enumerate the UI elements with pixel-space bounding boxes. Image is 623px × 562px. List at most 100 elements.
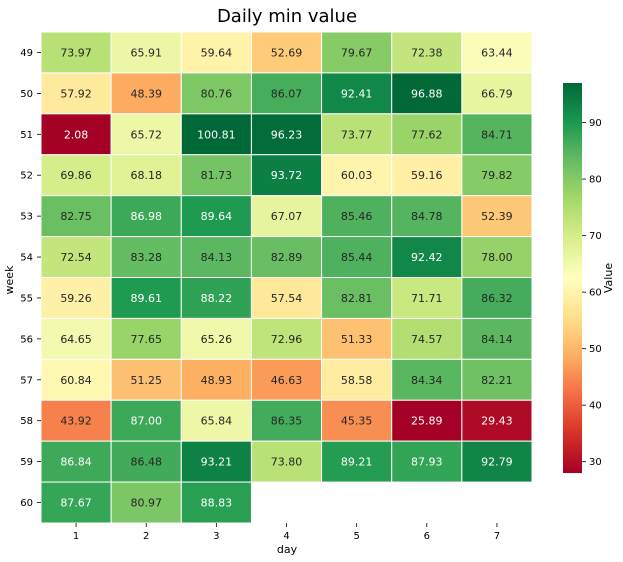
cell-value-label: 60.03 (341, 169, 373, 182)
cell-value-label: 86.35 (271, 415, 303, 428)
cell-value-label: 89.64 (201, 210, 233, 223)
cell-value-label: 45.35 (341, 415, 373, 428)
x-tick-label: 4 (283, 531, 289, 542)
colorbar-label: Value (602, 263, 615, 293)
cell-value-label: 96.23 (271, 128, 303, 141)
heatmap-cell (40, 31, 112, 74)
cell-value-label: 64.65 (60, 333, 92, 346)
heatmap-cell (40, 277, 112, 319)
cell-value-label: 89.61 (130, 292, 162, 305)
cell-value-label: 80.76 (201, 87, 233, 100)
y-tick-label: 54 (20, 253, 33, 264)
colorbar-tick-label: 70 (589, 231, 602, 242)
y-tick-label: 59 (20, 457, 33, 468)
cell-value-label: 59.26 (60, 292, 92, 305)
cell-value-label: 82.81 (341, 292, 373, 305)
cell-value-label: 72.96 (271, 333, 303, 346)
cell-value-label: 82.89 (271, 251, 303, 264)
y-tick-label: 50 (20, 89, 33, 100)
heatmap-cell (461, 72, 533, 115)
cell-value-label: 84.78 (411, 210, 443, 223)
cell-value-label: 72.38 (411, 46, 443, 59)
heatmap-cell (180, 72, 252, 115)
cell-value-label: 58.58 (341, 374, 373, 387)
heatmap-cell (180, 277, 252, 319)
x-tick-label: 3 (213, 531, 219, 542)
cell-value-label: 88.83 (201, 497, 233, 510)
cell-value-label: 65.72 (130, 128, 162, 141)
cell-value-label: 86.84 (60, 456, 92, 469)
cell-value-label: 81.73 (201, 169, 233, 182)
cell-value-label: 82.75 (60, 210, 92, 223)
heatmap-cell (110, 317, 182, 360)
cell-value-label: 84.14 (481, 333, 513, 346)
cell-value-label: 57.92 (60, 87, 92, 100)
chart-title: Daily min value (217, 6, 357, 27)
cell-value-label: 71.71 (411, 292, 443, 305)
colorbar-gradient (563, 83, 582, 473)
heatmap-cell (461, 317, 533, 360)
heatmap-cell (180, 113, 252, 156)
heatmap-cell (250, 440, 323, 483)
heatmap-cell (40, 195, 112, 238)
cell-value-label: 65.84 (201, 415, 233, 428)
cell-value-label: 85.44 (341, 251, 373, 264)
heatmap-cell (321, 317, 393, 360)
cell-value-label: 51.33 (341, 333, 373, 346)
heatmap-cell (391, 31, 463, 74)
y-tick-label: 52 (20, 171, 33, 182)
y-tick-label: 56 (20, 334, 33, 345)
heatmap-cells: 73.97 65.91 59.64 52.69 79.67 72.38 63.44 57.92… (40, 31, 533, 524)
cell-value-label: 2.08 (64, 128, 89, 141)
cell-value-label: 92.79 (481, 456, 513, 469)
heatmap-cell (250, 317, 323, 360)
heatmap-cell (250, 399, 323, 442)
heatmap-cell (391, 440, 463, 483)
cell-value-label: 77.65 (130, 333, 162, 346)
cell-value-label: 86.98 (130, 210, 162, 223)
cell-value-label: 46.63 (271, 374, 303, 387)
cell-value-label: 25.89 (411, 415, 443, 428)
cell-value-label: 80.97 (130, 497, 162, 510)
cell-value-label: 29.43 (481, 415, 513, 428)
x-axis-label: day (277, 543, 298, 556)
heatmap-cell (461, 440, 533, 483)
cell-value-label: 84.71 (481, 128, 513, 141)
x-tick-label: 1 (73, 531, 79, 542)
cell-value-label: 89.21 (341, 456, 373, 469)
heatmap-cell (180, 440, 252, 483)
cell-value-label: 57.54 (271, 292, 303, 305)
heatmap-cell (180, 481, 252, 524)
colorbar-tick-label: 50 (589, 344, 602, 355)
colorbar-tick-label: 80 (589, 175, 602, 186)
heatmap-cell (250, 154, 323, 197)
cell-value-label: 52.39 (481, 210, 513, 223)
cell-value-label: 93.72 (271, 169, 303, 182)
cell-value-label: 87.67 (60, 497, 92, 510)
heatmap-cell (110, 31, 182, 74)
cell-value-label: 59.16 (411, 169, 443, 182)
cell-value-label: 93.21 (201, 456, 233, 469)
cell-value-label: 84.34 (411, 374, 443, 387)
cell-value-label: 74.57 (411, 333, 443, 346)
heatmap-cell (180, 358, 252, 401)
x-tick-labels: 1 2 3 4 5 6 7 (73, 523, 500, 542)
heatmap-cell (110, 236, 182, 278)
colorbar-tick-label: 40 (589, 401, 602, 412)
heatmap-cell (321, 358, 393, 401)
cell-value-label: 100.81 (197, 128, 236, 141)
x-tick-label: 2 (143, 531, 149, 542)
cell-value-label: 86.48 (130, 456, 162, 469)
cell-value-label: 65.91 (130, 46, 162, 59)
heatmap-cell (110, 113, 182, 156)
heatmap-cell (321, 277, 393, 319)
cell-value-label: 86.32 (481, 292, 513, 305)
cell-value-label: 72.54 (60, 251, 92, 264)
heatmap-cell (321, 72, 393, 115)
y-tick-label: 51 (20, 130, 33, 141)
heatmap-cell (461, 277, 533, 319)
x-tick-label: 5 (353, 531, 359, 542)
cell-value-label: 88.22 (201, 292, 233, 305)
heatmap-cell (391, 317, 463, 360)
heatmap-cell (461, 399, 533, 442)
